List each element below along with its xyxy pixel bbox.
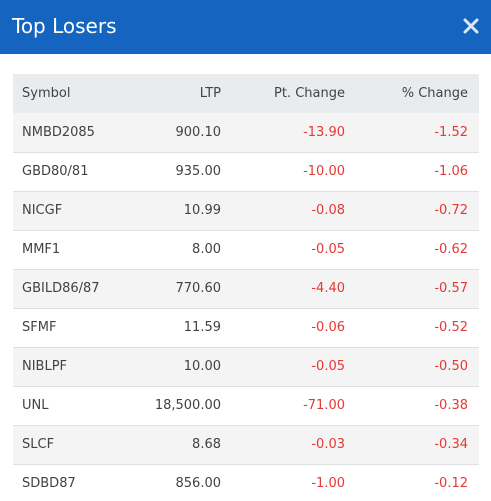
cell-pct-change: -0.34 — [354, 425, 479, 465]
table-row[interactable]: GBILD86/87 770.60 -4.40 -0.57 — [13, 269, 479, 309]
cell-pt-change: -71.00 — [232, 386, 354, 426]
cell-pct-change: -0.57 — [354, 269, 479, 309]
table-row[interactable]: NMBD2085 900.10 -13.90 -1.52 — [13, 113, 479, 153]
table-row[interactable]: MMF1 8.00 -0.05 -0.62 — [13, 230, 479, 270]
losers-table: Symbol LTP Pt. Change % Change NMBD2085 9… — [13, 74, 479, 501]
modal-title: Top Losers — [12, 14, 117, 38]
cell-symbol: NMBD2085 — [13, 113, 139, 153]
cell-symbol: MMF1 — [13, 230, 139, 270]
cell-ltp: 10.00 — [139, 347, 232, 387]
column-header-symbol[interactable]: Symbol — [13, 74, 139, 113]
cell-pt-change: -0.05 — [232, 230, 354, 270]
column-header-ltp[interactable]: LTP — [139, 74, 232, 113]
cell-symbol: NIBLPF — [13, 347, 139, 387]
cell-pct-change: -0.62 — [354, 230, 479, 270]
cell-pct-change: -0.72 — [354, 191, 479, 231]
losers-table-container: Symbol LTP Pt. Change % Change NMBD2085 9… — [13, 74, 479, 501]
column-header-pct-change[interactable]: % Change — [354, 74, 479, 113]
table-header-row: Symbol LTP Pt. Change % Change — [13, 74, 479, 113]
cell-symbol: NICGF — [13, 191, 139, 231]
cell-pct-change: -0.50 — [354, 347, 479, 387]
cell-pct-change: -0.12 — [354, 464, 479, 501]
cell-ltp: 11.59 — [139, 308, 232, 348]
cell-ltp: 900.10 — [139, 113, 232, 153]
cell-ltp: 935.00 — [139, 152, 232, 192]
cell-pt-change: -0.06 — [232, 308, 354, 348]
column-header-pt-change[interactable]: Pt. Change — [232, 74, 354, 113]
table-row[interactable]: SFMF 11.59 -0.06 -0.52 — [13, 308, 479, 348]
cell-ltp: 8.00 — [139, 230, 232, 270]
table-row[interactable]: NICGF 10.99 -0.08 -0.72 — [13, 191, 479, 231]
cell-ltp: 770.60 — [139, 269, 232, 309]
table-row[interactable]: SDBD87 856.00 -1.00 -0.12 — [13, 464, 479, 501]
cell-ltp: 10.99 — [139, 191, 232, 231]
cell-ltp: 8.68 — [139, 425, 232, 465]
cell-pt-change: -0.08 — [232, 191, 354, 231]
cell-symbol: GBD80/81 — [13, 152, 139, 192]
table-row[interactable]: NIBLPF 10.00 -0.05 -0.50 — [13, 347, 479, 387]
cell-ltp: 856.00 — [139, 464, 232, 501]
table-row[interactable]: GBD80/81 935.00 -10.00 -1.06 — [13, 152, 479, 192]
cell-pt-change: -0.03 — [232, 425, 354, 465]
cell-pct-change: -1.52 — [354, 113, 479, 153]
cell-symbol: GBILD86/87 — [13, 269, 139, 309]
close-icon[interactable] — [462, 17, 480, 35]
modal-header: Top Losers — [0, 0, 491, 54]
cell-pt-change: -1.00 — [232, 464, 354, 501]
cell-pt-change: -10.00 — [232, 152, 354, 192]
table-row[interactable]: UNL 18,500.00 -71.00 -0.38 — [13, 386, 479, 426]
cell-pct-change: -0.38 — [354, 386, 479, 426]
cell-symbol: SLCF — [13, 425, 139, 465]
cell-pt-change: -13.90 — [232, 113, 354, 153]
cell-pt-change: -0.05 — [232, 347, 354, 387]
cell-symbol: UNL — [13, 386, 139, 426]
cell-ltp: 18,500.00 — [139, 386, 232, 426]
cell-symbol: SDBD87 — [13, 464, 139, 501]
cell-pct-change: -0.52 — [354, 308, 479, 348]
cell-pt-change: -4.40 — [232, 269, 354, 309]
cell-symbol: SFMF — [13, 308, 139, 348]
cell-pct-change: -1.06 — [354, 152, 479, 192]
table-row[interactable]: SLCF 8.68 -0.03 -0.34 — [13, 425, 479, 465]
